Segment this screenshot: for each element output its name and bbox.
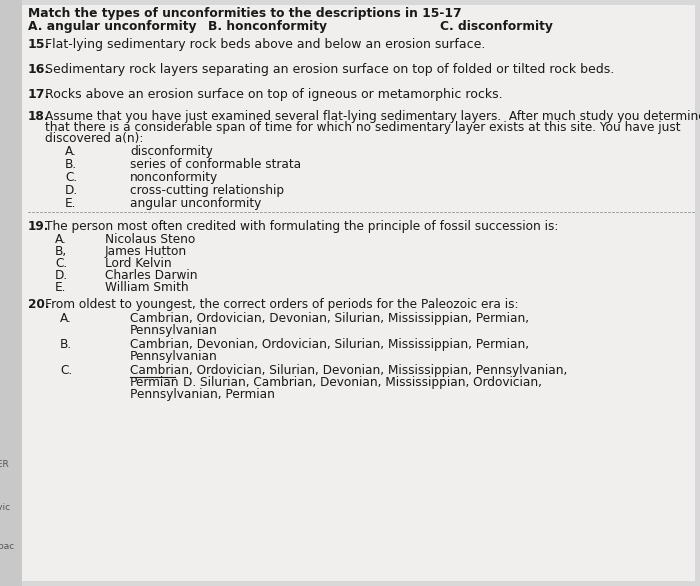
Text: 19.: 19. bbox=[28, 220, 50, 233]
Text: C.: C. bbox=[55, 257, 67, 270]
Text: Pennsylvanian, Permian: Pennsylvanian, Permian bbox=[130, 388, 275, 401]
Text: D.: D. bbox=[65, 184, 78, 197]
Text: A.: A. bbox=[65, 145, 77, 158]
Text: Permian: Permian bbox=[130, 376, 179, 389]
Text: D. Silurian, Cambrian, Devonian, Mississippian, Ordovician,: D. Silurian, Cambrian, Devonian, Mississ… bbox=[183, 376, 542, 389]
Text: C.: C. bbox=[65, 171, 77, 184]
Text: E.: E. bbox=[55, 281, 66, 294]
Text: Cambrian, Ordovician, Silurian, Devonian, Mississippian, Pennsylvanian,: Cambrian, Ordovician, Silurian, Devonian… bbox=[130, 364, 567, 377]
Text: William Smith: William Smith bbox=[105, 281, 188, 294]
Text: series of conformable strata: series of conformable strata bbox=[130, 158, 301, 171]
Text: discovered a(n):: discovered a(n): bbox=[45, 132, 144, 145]
Text: nonconformity: nonconformity bbox=[130, 171, 218, 184]
Text: Nicolaus Steno: Nicolaus Steno bbox=[105, 233, 195, 246]
Text: Flat-lying sedimentary rock beds above and below an erosion surface.: Flat-lying sedimentary rock beds above a… bbox=[45, 38, 485, 51]
Text: Assume that you have just examined several flat-lying sedimentary layers.  After: Assume that you have just examined sever… bbox=[45, 110, 700, 123]
Text: B,: B, bbox=[55, 245, 67, 258]
Text: The person most often credited with formulating the principle of fossil successi: The person most often credited with form… bbox=[45, 220, 559, 233]
Text: 20.: 20. bbox=[28, 298, 50, 311]
Text: Pennsylvanian: Pennsylvanian bbox=[130, 350, 218, 363]
Text: A.: A. bbox=[55, 233, 66, 246]
Text: D.: D. bbox=[55, 269, 68, 282]
Text: James Hutton: James Hutton bbox=[105, 245, 187, 258]
Text: that there is a considerable span of time for which no sedimentary layer exists : that there is a considerable span of tim… bbox=[45, 121, 680, 134]
Text: eedbac: eedbac bbox=[0, 542, 15, 551]
Text: Lord Kelvin: Lord Kelvin bbox=[105, 257, 172, 270]
Text: Pennsylvanian: Pennsylvanian bbox=[130, 324, 218, 337]
Text: 16.: 16. bbox=[28, 63, 50, 76]
Text: 18.: 18. bbox=[28, 110, 50, 123]
Text: disconformity: disconformity bbox=[130, 145, 213, 158]
Text: Charles Darwin: Charles Darwin bbox=[105, 269, 197, 282]
Text: A.: A. bbox=[60, 312, 71, 325]
Text: A. angular unconformity: A. angular unconformity bbox=[28, 20, 197, 33]
Text: B. honconformity: B. honconformity bbox=[208, 20, 327, 33]
Text: C. disconformity: C. disconformity bbox=[440, 20, 553, 33]
Text: Servic: Servic bbox=[0, 503, 10, 512]
Text: Match the types of unconformities to the descriptions in 15-17: Match the types of unconformities to the… bbox=[28, 7, 461, 20]
Text: E.: E. bbox=[65, 197, 76, 210]
Text: B.: B. bbox=[65, 158, 77, 171]
Text: B.: B. bbox=[60, 338, 72, 351]
Text: cross-cutting relationship: cross-cutting relationship bbox=[130, 184, 284, 197]
Text: From oldest to youngest, the correct orders of periods for the Paleozoic era is:: From oldest to youngest, the correct ord… bbox=[45, 298, 519, 311]
Text: R SER: R SER bbox=[0, 460, 8, 469]
Text: C.: C. bbox=[60, 364, 72, 377]
Text: Sedimentary rock layers separating an erosion surface on top of folded or tilted: Sedimentary rock layers separating an er… bbox=[45, 63, 615, 76]
Text: Cambrian, Ordovician, Devonian, Silurian, Mississippian, Permian,: Cambrian, Ordovician, Devonian, Silurian… bbox=[130, 312, 529, 325]
Text: Cambrian, Devonian, Ordovician, Silurian, Mississippian, Permian,: Cambrian, Devonian, Ordovician, Silurian… bbox=[130, 338, 529, 351]
Text: Rocks above an erosion surface on top of igneous or metamorphic rocks.: Rocks above an erosion surface on top of… bbox=[45, 88, 503, 101]
Text: 15.: 15. bbox=[28, 38, 50, 51]
Bar bbox=[0, 0, 22, 586]
Text: angular unconformity: angular unconformity bbox=[130, 197, 261, 210]
Text: 17.: 17. bbox=[28, 88, 50, 101]
